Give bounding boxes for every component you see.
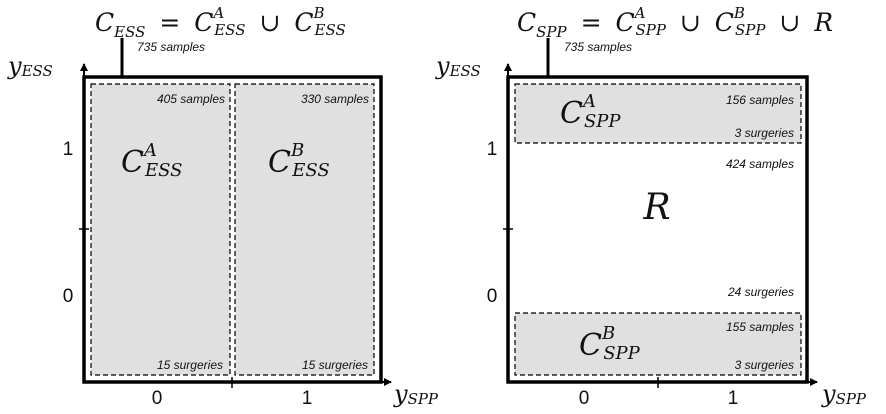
left-top-samples: 735 samples bbox=[137, 40, 205, 54]
right-region-a-surgeries: 3 surgeries bbox=[735, 126, 794, 140]
right-x-axis-label: ySPP bbox=[821, 380, 867, 408]
left-region-b bbox=[234, 83, 375, 376]
right-region-r-label: R bbox=[642, 187, 670, 228]
left-y-axis-label: yESS bbox=[7, 52, 53, 80]
left-y-tick-1: 1 bbox=[63, 139, 74, 160]
right-panel: CSPP = CA SPP ∪ CB SPP ∪ R 735 samples CA S… bbox=[435, 4, 867, 409]
right-region-b bbox=[514, 312, 802, 376]
right-region-b-surgeries: 3 surgeries bbox=[735, 358, 794, 372]
left-region-b-surgeries: 15 surgeries bbox=[302, 358, 368, 372]
left-region-a-surgeries: 15 surgeries bbox=[157, 358, 223, 372]
right-region-a-samples: 156 samples bbox=[726, 93, 794, 107]
right-y-axis-label: yESS bbox=[435, 52, 481, 80]
right-top-samples: 735 samples bbox=[564, 40, 632, 54]
left-region-a-samples: 405 samples bbox=[157, 92, 225, 106]
left-region-a-label: CA ESS bbox=[121, 140, 182, 181]
right-region-a bbox=[514, 83, 802, 144]
right-region-a-label: CA SPP bbox=[560, 91, 621, 132]
left-x-axis-label: ySPP bbox=[393, 380, 439, 408]
left-region-a bbox=[90, 83, 231, 376]
left-region-b-label: CB ESS bbox=[268, 140, 330, 181]
right-region-b-samples: 155 samples bbox=[726, 320, 794, 334]
right-region-b-label: CB SPP bbox=[579, 323, 641, 364]
right-x-tick-0: 0 bbox=[579, 388, 590, 409]
right-title: CSPP = CA SPP ∪ CB SPP ∪ R bbox=[517, 4, 833, 43]
right-y-tick-1: 1 bbox=[487, 139, 498, 160]
left-panel: CESS = CA ESS ∪ CB ESS 735 samples 405 sam… bbox=[7, 4, 439, 409]
right-y-tick-0: 0 bbox=[487, 286, 498, 307]
left-y-tick-0: 0 bbox=[63, 286, 74, 307]
right-x-tick-1: 1 bbox=[728, 388, 739, 409]
right-region-r-surgeries: 24 surgeries bbox=[727, 285, 794, 299]
right-region-r-samples: 424 samples bbox=[726, 157, 794, 171]
left-x-tick-1: 1 bbox=[302, 388, 313, 409]
left-title: CESS = CA ESS ∪ CB ESS bbox=[95, 4, 346, 43]
left-x-tick-0: 0 bbox=[152, 388, 163, 409]
left-region-b-samples: 330 samples bbox=[301, 92, 369, 106]
